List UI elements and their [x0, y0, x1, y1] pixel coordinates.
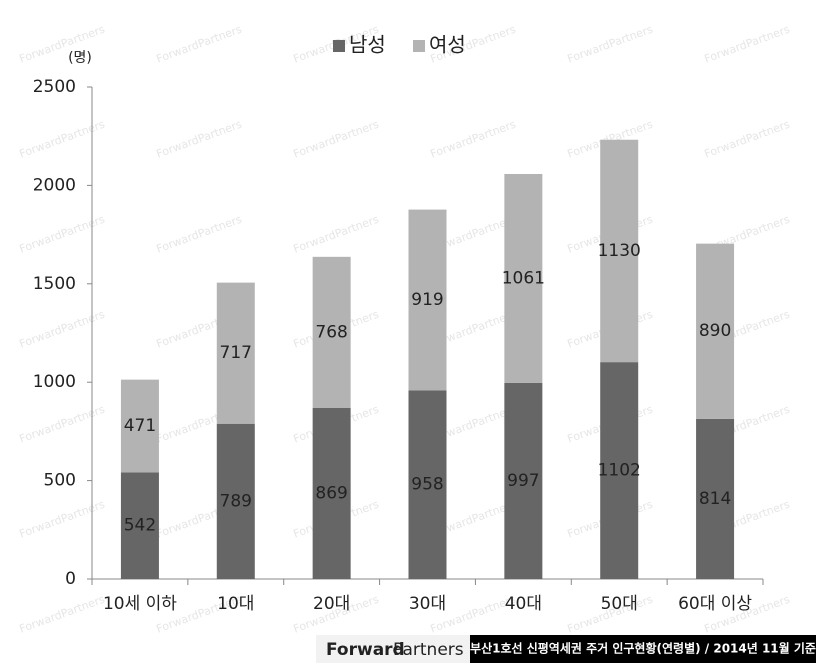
bar-segment: [120, 472, 159, 579]
y-tick-label: 1500: [33, 274, 76, 294]
data-label: 814: [699, 489, 731, 509]
bar-segment: [696, 243, 735, 419]
logo-regular: Partners: [393, 640, 464, 660]
watermark: ForwardPartners: [292, 213, 381, 256]
data-label: 919: [411, 290, 443, 310]
watermark: ForwardPartners: [18, 498, 107, 541]
data-label: 1130: [598, 241, 641, 261]
x-tick-label: 10대: [217, 594, 254, 614]
watermark: ForwardPartners: [18, 23, 107, 66]
watermark: ForwardPartners: [292, 118, 381, 161]
bar-segment: [504, 382, 543, 579]
y-tick-label: 1000: [33, 372, 76, 392]
data-label: 869: [315, 483, 347, 503]
y-tick-label: 2500: [33, 77, 76, 97]
watermark: ForwardPartners: [18, 213, 107, 256]
watermark: ForwardPartners: [703, 118, 792, 161]
bar-segment: [216, 282, 255, 424]
watermark: ForwardPartners: [18, 118, 107, 161]
legend-swatch: [413, 40, 425, 52]
y-tick-label: 500: [44, 471, 76, 491]
data-label: 768: [315, 322, 347, 342]
bar-segment: [120, 379, 159, 473]
watermark: ForwardPartners: [155, 118, 244, 161]
data-label: 542: [124, 516, 156, 536]
watermark: ForwardPartners: [18, 308, 107, 351]
y-tick-label: 0: [65, 569, 76, 589]
watermark: ForwardPartners: [155, 213, 244, 256]
y-unit: (명): [68, 50, 92, 66]
logo-bold: Forward: [326, 640, 405, 660]
bar-segment: [696, 418, 735, 579]
bar-segment: [600, 362, 639, 579]
watermark: ForwardPartners: [566, 23, 655, 66]
legend-label: 여성: [429, 33, 466, 57]
bar-segment: [504, 173, 543, 383]
bar-segment: [600, 139, 639, 363]
watermark: ForwardPartners: [18, 403, 107, 446]
watermark: ForwardPartners: [703, 23, 792, 66]
x-tick-label: 30대: [409, 594, 446, 614]
x-tick-label: 50대: [601, 594, 638, 614]
data-label: 471: [124, 416, 156, 436]
watermark: ForwardPartners: [429, 118, 518, 161]
watermark: ForwardPartners: [18, 593, 107, 636]
x-tick-label: 20대: [313, 594, 350, 614]
x-tick-label: 60대 이상: [678, 594, 752, 614]
data-label: 997: [507, 471, 539, 491]
data-label: 1102: [598, 461, 641, 481]
bar-segment: [408, 390, 447, 579]
data-label: 1061: [502, 268, 545, 288]
data-label: 958: [411, 475, 443, 495]
legend-swatch: [333, 40, 345, 52]
data-label: 789: [220, 491, 252, 511]
bar-segment: [312, 407, 351, 579]
data-label: 890: [699, 321, 731, 341]
data-label: 717: [220, 343, 252, 363]
logo-box: [316, 635, 470, 663]
bar-segment: [408, 209, 447, 391]
caption-box: [470, 635, 816, 663]
y-tick-label: 2000: [33, 175, 76, 195]
bar-segment: [216, 423, 255, 579]
legend-label: 남성: [349, 33, 386, 57]
footer-caption: 부산1호선 신평역세권 주거 인구현황(연령별) / 2014년 11월 기준: [470, 641, 816, 656]
bar-segment: [312, 256, 351, 408]
watermark: ForwardPartners: [155, 23, 244, 66]
x-tick-label: 40대: [505, 594, 542, 614]
x-tick-label: 10세 이하: [103, 594, 177, 614]
